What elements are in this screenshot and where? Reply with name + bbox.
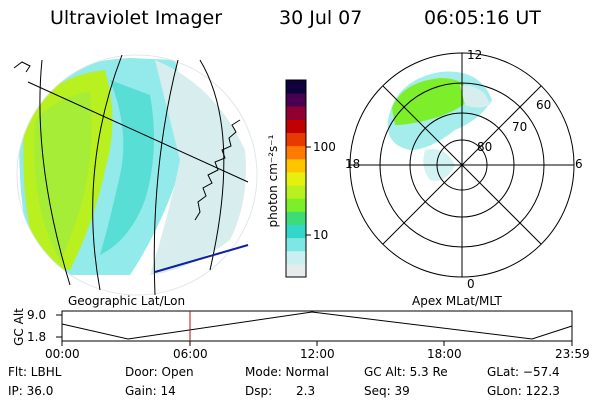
dsp-label: Dsp: [245, 384, 273, 398]
altitude-axis-title: GC Alt [12, 308, 26, 346]
color-scale-segment [286, 145, 306, 160]
gain-info: Gain: 14 [125, 384, 176, 398]
seq-info: Seq: 39 [364, 384, 410, 398]
dsp-value: 2.3 [296, 384, 316, 398]
altitude-plot [56, 310, 573, 346]
mlat-label-60: 60 [536, 98, 552, 112]
mlt-label-18: 18 [345, 157, 361, 171]
date-label: 30 Jul 07 [279, 7, 363, 29]
time-label: 06:05:16 UT [424, 7, 541, 29]
color-scale-segment [286, 185, 306, 199]
mlat-label-80: 80 [477, 140, 493, 154]
color-scale-segment [286, 132, 306, 147]
glat-info: GLat: −57.4 [487, 365, 560, 379]
color-scale-segment [286, 211, 306, 225]
altitude-tick-1-8: 1.8 [27, 330, 47, 344]
color-scale-bar [286, 80, 306, 278]
color-scale-segment [286, 198, 306, 212]
ip-info: IP: 36.0 [8, 384, 54, 398]
color-scale-segment [286, 93, 306, 107]
geographic-label: Geographic Lat/Lon [68, 294, 186, 308]
color-scale-segment [286, 237, 306, 252]
mlt-label-0: 0 [467, 277, 475, 291]
time-tick-0000: 00:00 [45, 347, 80, 361]
time-tick-1200: 12:00 [300, 347, 335, 361]
geographic-image-panel [13, 54, 258, 296]
altitude-tick-9: 9.0 [27, 308, 47, 322]
apex-label: Apex MLat/MLT [412, 294, 502, 308]
colorbar-unit-label: photon cm⁻²s⁻¹ [266, 134, 280, 228]
time-tick-1800: 18:00 [427, 347, 462, 361]
color-scale-segment [286, 224, 306, 239]
colorbar-tick-10: 10 [313, 228, 329, 242]
time-tick-0600: 06:00 [173, 347, 208, 361]
color-scale-segment [286, 119, 306, 134]
mlt-label-12: 12 [467, 48, 483, 62]
mode-info: Mode: Normal [245, 365, 329, 379]
polar-image-panel [349, 52, 575, 278]
flt-info: Flt: LBHL [8, 365, 62, 379]
colorbar-tick-100: 100 [313, 140, 336, 154]
time-tick-2359: 23:59 [555, 347, 590, 361]
color-scale-segment [286, 263, 306, 278]
color-scale-frame [285, 79, 307, 278]
color-scale-segment [286, 158, 306, 173]
color-scale-segment [286, 171, 306, 186]
color-scale-segment [286, 80, 306, 94]
color-scale-segment [286, 106, 306, 120]
app-title: Ultraviolet Imager [50, 7, 223, 29]
mlat-label-70: 70 [512, 120, 528, 134]
mlt-label-6: 6 [575, 157, 583, 171]
color-scale-segment [286, 250, 306, 265]
door-info: Door: Open [125, 365, 194, 379]
glon-info: GLon: 122.3 [487, 384, 560, 398]
gc-alt-info: GC Alt: 5.3 Re [364, 365, 448, 379]
